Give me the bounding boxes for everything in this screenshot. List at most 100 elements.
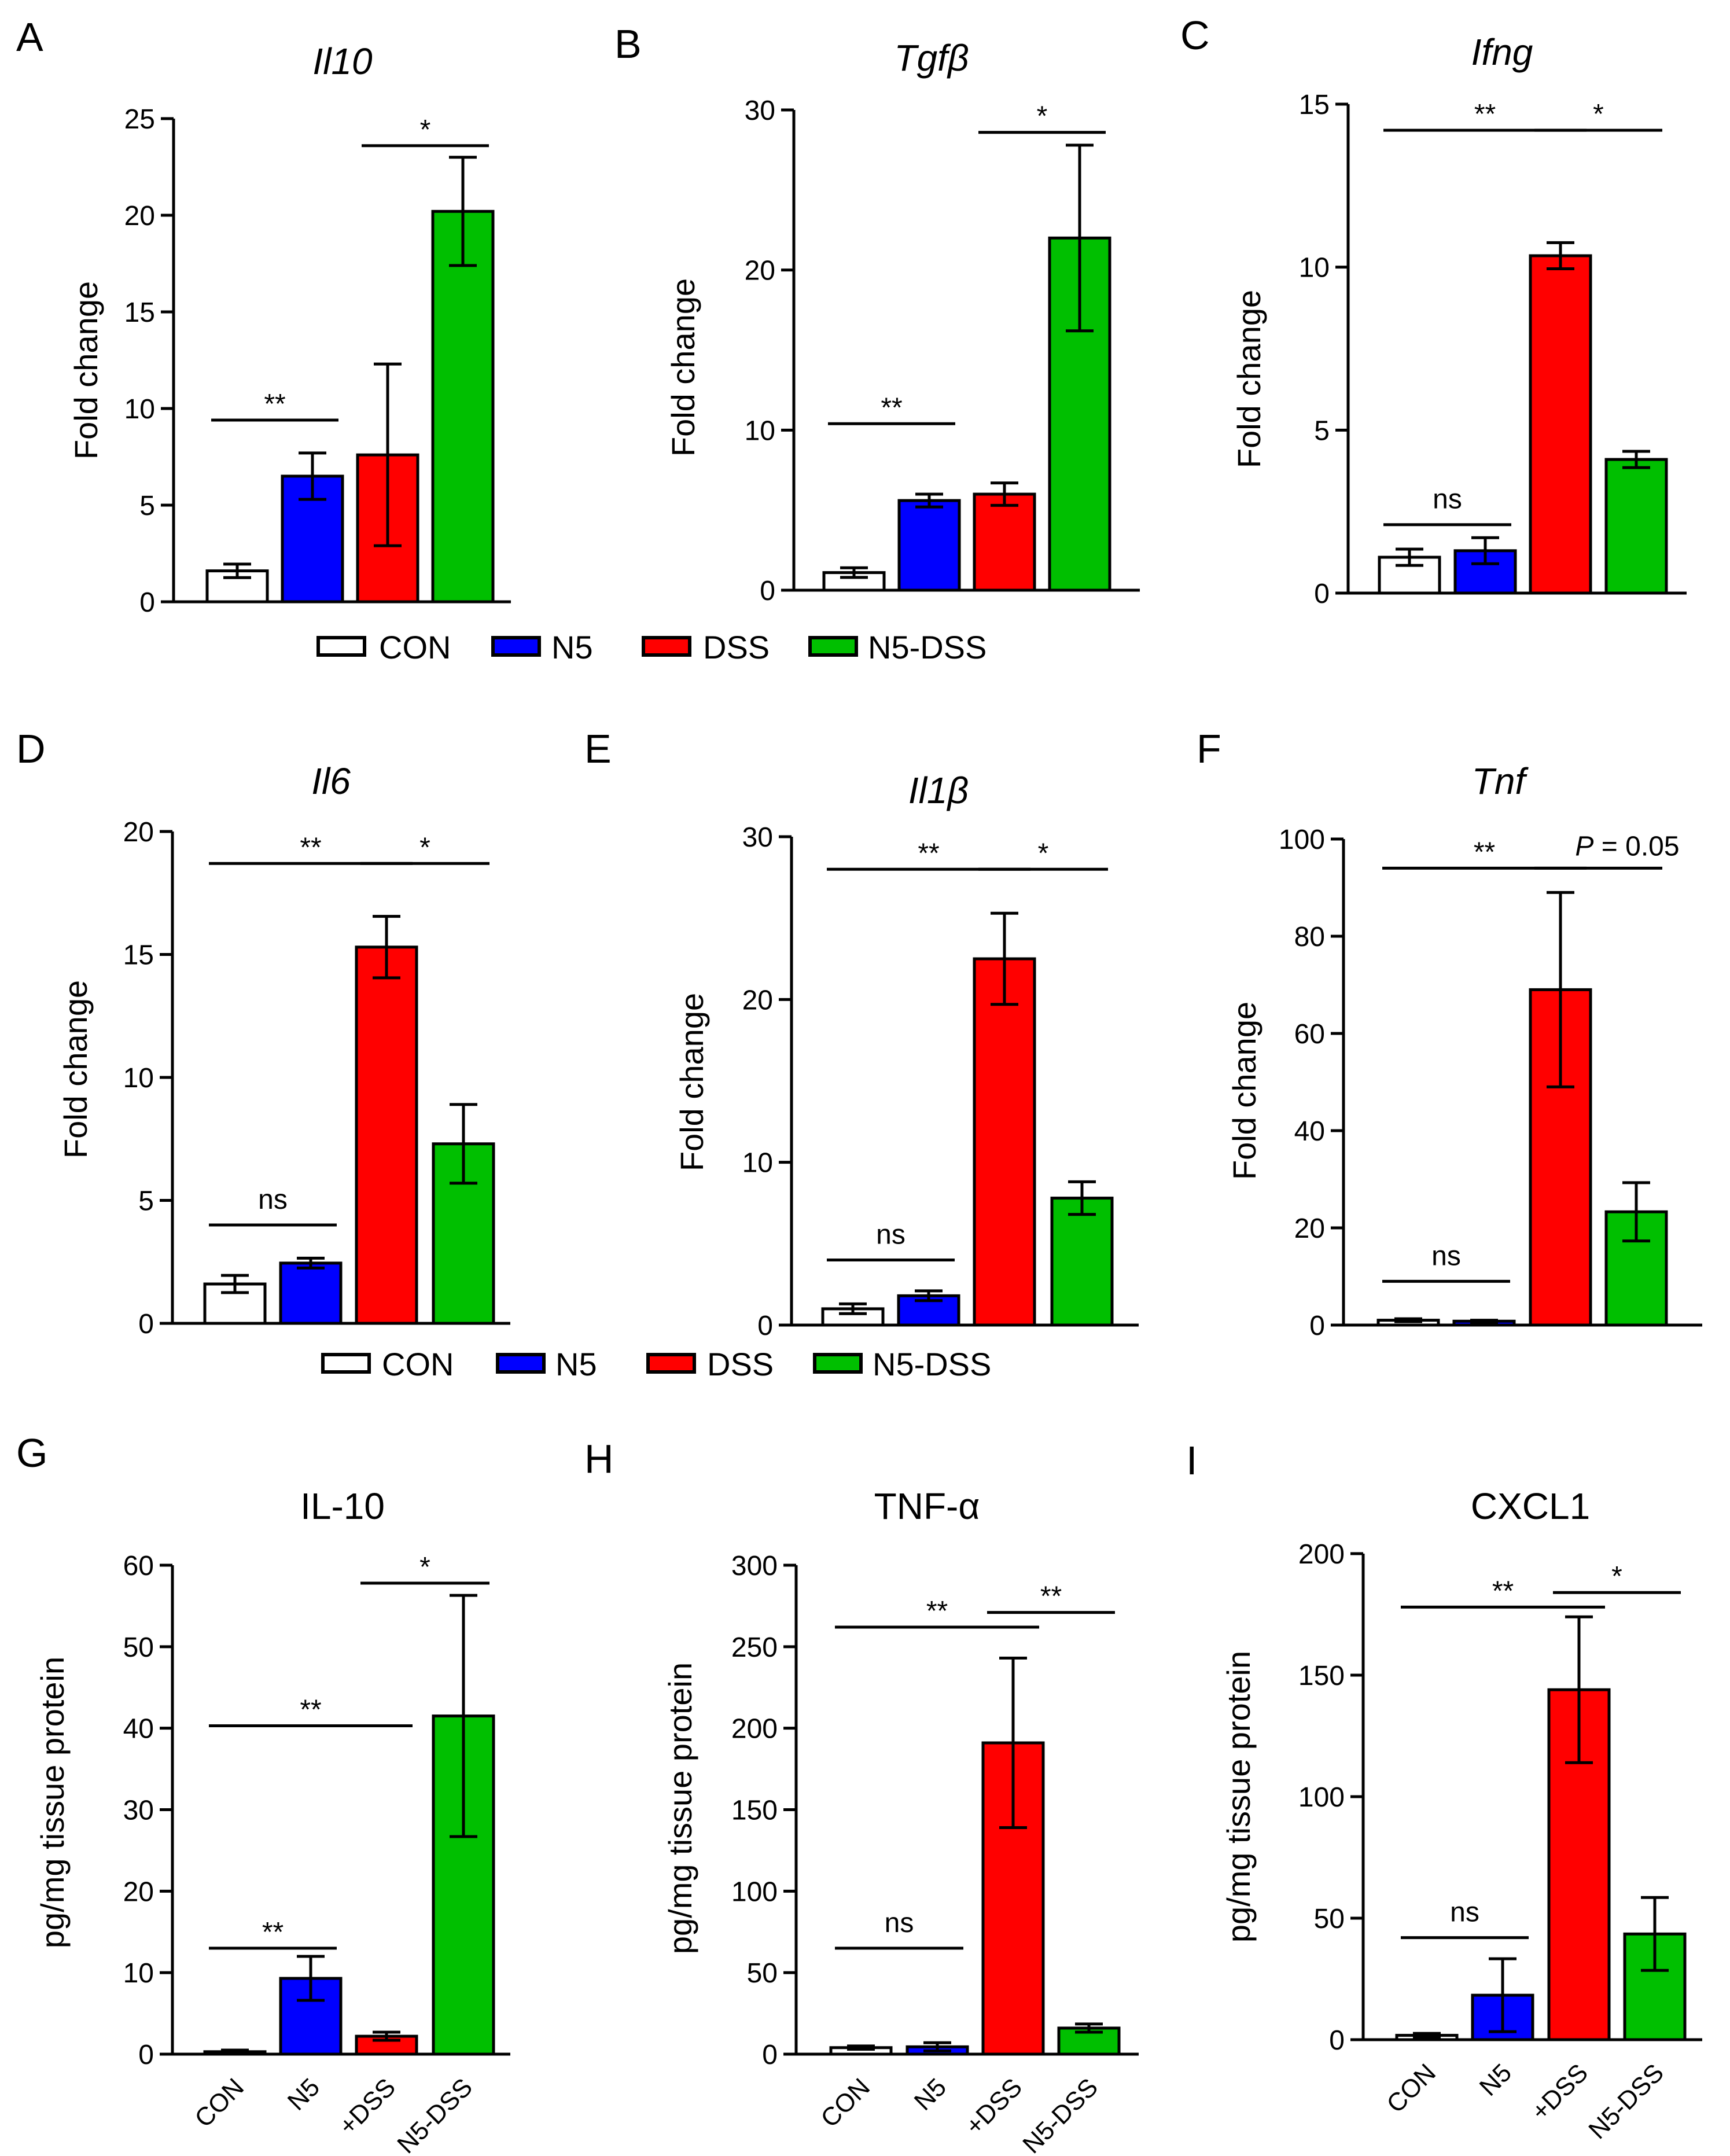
legend-swatch-dss [646,1353,696,1374]
chart-panel-i: I CXCL1 pg/mg tissue protein 0 50 100 150 200 CO… [1186,1438,1702,2144]
significance-label: * [419,1552,430,1583]
x-category-label: N5-DSS [1583,2058,1669,2144]
y-tick-label: 30 [745,95,775,126]
bar-dss [355,945,418,1325]
legend-swatch-n5 [491,636,541,657]
y-tick-label: 30 [123,1796,154,1826]
legend-label: CON [379,629,451,665]
y-tick-label: 40 [1294,1116,1325,1147]
y-tick-label: 5 [1314,415,1330,446]
y-tick-label: 0 [1329,2025,1345,2056]
significance-label: ** [300,1694,321,1725]
significance-label: * [1037,101,1048,132]
x-category-label: N5 [909,2073,952,2115]
y-tick-label: 30 [742,822,773,853]
y-tick-label: 50 [1314,1904,1345,1934]
x-category-label: CON [1381,2058,1441,2118]
significance-label: ** [262,1917,284,1948]
x-category-label: N5-DSS [1017,2073,1103,2156]
panel-letter: E [584,726,612,771]
x-category-label: CON [815,2073,875,2133]
significance-label: ns [258,1184,288,1215]
y-tick-label: 20 [124,201,155,231]
chart-title: Il10 [312,41,373,82]
y-axis-label: Fold change [665,278,701,457]
panel-letter: G [16,1430,47,1476]
bar-n5 [897,499,961,592]
chart-panel-g: G IL-10 pg/mg tissue protein 0 10 20 30 40 50 60 C… [16,1430,510,2156]
significance-label: ** [881,392,902,423]
y-tick-label: 15 [123,940,154,971]
y-tick-label: 60 [123,1551,154,1581]
y-tick-label: 0 [138,2040,154,2070]
x-category-label: N5 [282,2073,325,2115]
y-tick-label: 40 [123,1714,154,1745]
y-tick-label: 10 [123,1063,154,1094]
panel-letter: B [614,21,642,67]
significance-label: ** [1040,1581,1062,1612]
y-axis-label: pg/mg tissue protein [1220,1651,1257,1942]
y-tick-label: 0 [762,2040,778,2070]
significance-label: ** [1474,837,1495,867]
y-tick-label: 50 [123,1632,154,1663]
significance-label: ns [885,1908,914,1938]
p-value-symbol: P [1575,831,1593,862]
legend-label: N5-DSS [873,1346,991,1382]
bar-n5-dss [431,209,495,604]
x-category-label: +DSS [333,2073,401,2140]
y-tick-label: 15 [124,297,155,328]
chart-title: TNF-α [874,1485,980,1527]
y-tick-label: 0 [138,1309,154,1340]
significance-label: ** [1474,99,1496,130]
bar-n5-dss [1604,458,1668,595]
legend-1: CON N5 DSS N5-DSS [316,629,987,665]
y-tick-label: 5 [138,1186,154,1217]
bar-n5 [279,1261,343,1325]
y-tick-label: 10 [1299,253,1330,284]
y-tick-label: 10 [745,415,775,446]
chart-title: Tnf [1472,760,1529,802]
bar-dss [973,957,1036,1327]
chart-title: IL-10 [300,1485,385,1527]
significance-label: ns [1450,1897,1479,1928]
y-tick-label: 5 [139,491,155,521]
significance-label: ns [876,1219,906,1250]
y-tick-label: 80 [1294,922,1325,952]
panel-letter: F [1197,726,1221,771]
y-axis-label: Fold change [68,281,104,459]
panel-letter: D [16,726,46,771]
p-value-text: = 0.05 [1593,831,1679,862]
bar-n5-dss [1050,1197,1114,1327]
legend-label: N5 [551,629,593,665]
chart-panel-h: H TNF-α pg/mg tissue protein 0 50 100 150 200 25… [584,1436,1139,2156]
legend-swatch-n5-dss [813,1353,863,1374]
x-category-label: CON [189,2073,249,2133]
y-axis-label: Fold change [1226,1002,1262,1180]
y-tick-label: 0 [760,576,775,606]
y-tick-label: 100 [1279,825,1325,855]
y-tick-label: 0 [139,587,155,618]
y-tick-label: 10 [123,1958,154,1989]
y-tick-label: 20 [742,985,773,1016]
y-tick-label: 0 [1314,579,1330,609]
y-axis-label: Fold change [673,993,710,1171]
legend-label: CON [382,1346,454,1382]
legend-swatch-dss [642,636,691,657]
significance-label: P = 0.05 [1575,831,1679,862]
y-tick-label: 20 [745,256,775,286]
y-tick-label: 20 [123,817,154,848]
chart-title: Il1β [908,770,969,811]
x-category-label: N5 [1474,2058,1517,2101]
significance-label: ** [926,1596,948,1627]
x-category-label: N5-DSS [392,2073,478,2156]
y-axis-label: pg/mg tissue protein [34,1657,71,1948]
y-tick-label: 300 [731,1551,778,1581]
panel-letter: C [1180,13,1210,58]
significance-label: * [1593,99,1604,130]
y-tick-label: 0 [1309,1311,1325,1341]
legend-swatch-n5-dss [808,636,858,657]
